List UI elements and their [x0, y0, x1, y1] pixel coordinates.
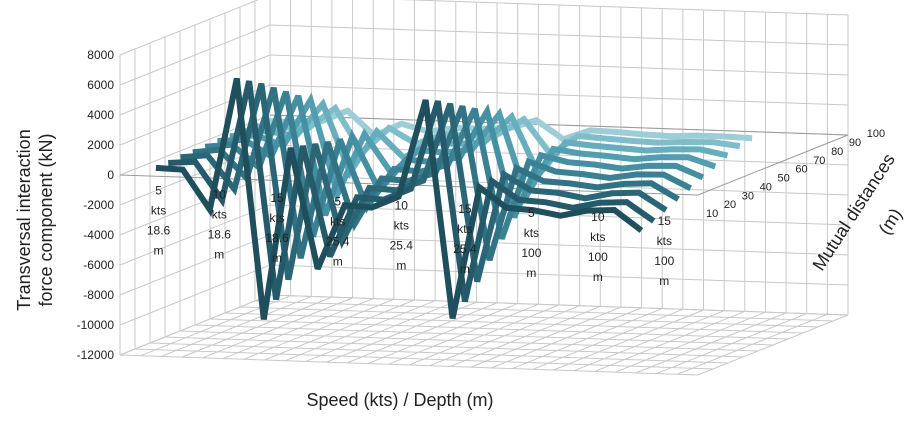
- x-category-label: 5 kts 25.4 m: [326, 195, 350, 269]
- depth-tick-label: 100: [867, 128, 885, 140]
- x-axis-title: Speed (kts) / Depth (m): [306, 390, 493, 410]
- x-category-label: 5 kts 100 m: [521, 206, 541, 280]
- y-tick-label: 8000: [87, 48, 114, 62]
- depth-tick-label: 60: [795, 164, 807, 176]
- y-tick-label: 0: [107, 168, 114, 182]
- grid-line: [239, 306, 819, 328]
- y-tick-label: -6000: [83, 258, 114, 272]
- y-tick-label: -10000: [77, 318, 115, 332]
- grid-line: [209, 318, 789, 340]
- x-category-label: 15 kts 18.6 m: [265, 191, 289, 265]
- x-category-label: 15 kts 100 m: [654, 214, 674, 288]
- grid-line: [119, 354, 699, 376]
- grid-line: [194, 324, 774, 346]
- x-category-label: 10 kts 18.6 m: [208, 187, 232, 261]
- x-category-label: 15 kts 25.4 m: [453, 202, 477, 276]
- grid-line: [134, 348, 714, 370]
- depth-tick-label: 10: [706, 208, 718, 220]
- x-category-label: 10 kts 25.4 m: [390, 198, 414, 272]
- depth-tick-label: 90: [849, 137, 861, 149]
- depth-tick-label: 80: [831, 146, 843, 158]
- series-ribbon-depth-30: [180, 82, 668, 283]
- y-axis-title-line1: Transversal interaction: [14, 129, 34, 310]
- depth-axis-title-line2: (m): [875, 205, 906, 239]
- y-tick-label: -8000: [83, 288, 114, 302]
- x-category-labels: 5 kts 18.6 m 10 kts 18.6 m 15 kts 18.6 m 5 kts 25.4 m 10…: [147, 184, 675, 288]
- depth-tick-label: 30: [742, 190, 754, 202]
- y-tick-label: -12000: [77, 348, 115, 362]
- series-ribbon-depth-10: [155, 77, 644, 320]
- ribbons: [155, 77, 753, 320]
- y-tick-label: -4000: [83, 228, 114, 242]
- depth-tick-label: 20: [724, 199, 736, 211]
- y-tick-label: 6000: [87, 78, 114, 92]
- y-axis-ticks: 8000 6000 4000 2000 0 -2000 -4000 -6000 -8000 -10…: [77, 48, 115, 362]
- depth-axis-ticks: 10 20 30 40 50 60 70 80 90 100: [706, 128, 885, 220]
- y-tick-label: -2000: [83, 198, 114, 212]
- series-ribbon-depth-20: [168, 80, 656, 303]
- grid-line: [269, 294, 849, 316]
- depth-tick-label: 40: [760, 181, 772, 193]
- x-category-label: 10 kts 100 m: [588, 210, 608, 284]
- grid-line: [164, 336, 744, 358]
- depth-tick-label: 70: [813, 155, 825, 167]
- grid-line: [254, 300, 834, 322]
- series-ribbon-depth-90: [254, 103, 741, 159]
- depth-tick-label: 50: [777, 173, 789, 185]
- grid-line: [149, 342, 729, 364]
- y-axis-title-line2: force component (kN): [36, 133, 56, 306]
- grid-line: [224, 312, 804, 334]
- y-tick-label: 2000: [87, 138, 114, 152]
- grid-line: [179, 330, 759, 352]
- x-category-label: 5 kts 18.6 m: [147, 184, 171, 258]
- y-tick-label: 4000: [87, 108, 114, 122]
